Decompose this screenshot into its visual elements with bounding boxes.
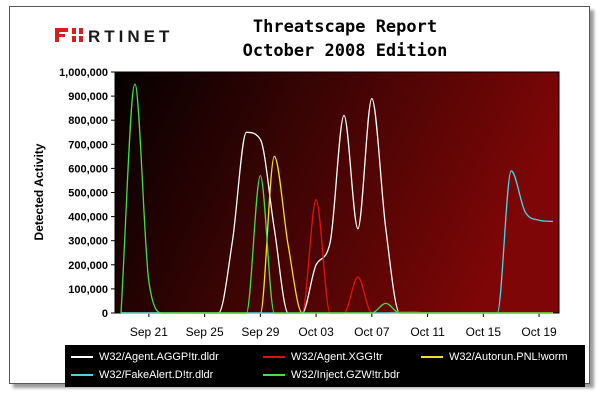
series-line-5 xyxy=(120,83,553,314)
plot-area xyxy=(114,71,560,314)
y-tick-label: 1,000,000 xyxy=(59,67,108,79)
y-tick-label: 200,000 xyxy=(68,260,108,272)
legend-label: W32/Agent.AGGP!tr.dldr xyxy=(99,351,219,363)
legend-item: W32/Autorun.PNL!worm xyxy=(421,348,568,366)
y-tick-label: 400,000 xyxy=(68,212,108,224)
legend-item: W32/Inject.GZW!tr.bdr xyxy=(263,366,400,384)
legend-label: W32/Agent.XGG!tr xyxy=(291,351,383,363)
legend-swatch xyxy=(71,356,93,358)
legend-item: W32/Agent.XGG!tr xyxy=(263,348,383,366)
fortinet-logo: RTINET xyxy=(55,27,173,46)
chart-legend: W32/Agent.AGGP!tr.dldr W32/Agent.XGG!tr W3… xyxy=(65,345,585,387)
x-tick-label: Sep 29 xyxy=(241,325,279,339)
x-tick-label: Oct 07 xyxy=(354,325,390,339)
legend-item: W32/FakeAlert.D!tr.dldr xyxy=(71,366,213,384)
y-tick-label: 0 xyxy=(102,308,108,320)
y-tick-label: 300,000 xyxy=(68,236,108,248)
x-tick-label: Sep 25 xyxy=(186,325,224,339)
y-axis: 0 100,000 200,000 300,000 400,000 500,000 600,… xyxy=(59,67,115,320)
x-tick-label: Oct 15 xyxy=(466,325,502,339)
x-axis: Sep 21 Sep 25 Sep 29 Oct 03 Oct 07 Oct 11 Oct … xyxy=(130,313,557,339)
y-tick-label: 800,000 xyxy=(68,115,108,127)
legend-label: W32/Autorun.PNL!worm xyxy=(449,351,568,363)
x-tick-label: Oct 11 xyxy=(410,325,445,339)
legend-label: W32/FakeAlert.D!tr.dldr xyxy=(99,369,214,381)
legend-item: W32/Agent.AGGP!tr.dldr xyxy=(71,348,219,366)
y-tick-label: 500,000 xyxy=(68,188,108,200)
report-title-line-1: Threatscape Report xyxy=(252,17,438,37)
y-tick-label: 600,000 xyxy=(68,163,108,175)
x-tick-label: Oct 19 xyxy=(521,325,557,339)
y-tick-label: 100,000 xyxy=(68,284,108,296)
y-tick-label: 900,000 xyxy=(68,91,108,103)
legend-swatch xyxy=(263,356,285,358)
legend-swatch xyxy=(71,374,93,376)
y-axis-title: Detected Activity xyxy=(32,143,46,240)
x-tick-label: Oct 03 xyxy=(298,325,334,339)
legend-swatch xyxy=(263,374,285,376)
x-tick-label: Sep 21 xyxy=(130,325,168,339)
y-tick-label: 700,000 xyxy=(68,139,108,151)
svg-text:RTINET: RTINET xyxy=(88,27,173,46)
legend-swatch xyxy=(421,356,443,358)
report-title-line-2: October 2008 Edition xyxy=(242,41,448,61)
legend-label: W32/Inject.GZW!tr.bdr xyxy=(291,369,400,381)
series-lines xyxy=(120,83,554,314)
